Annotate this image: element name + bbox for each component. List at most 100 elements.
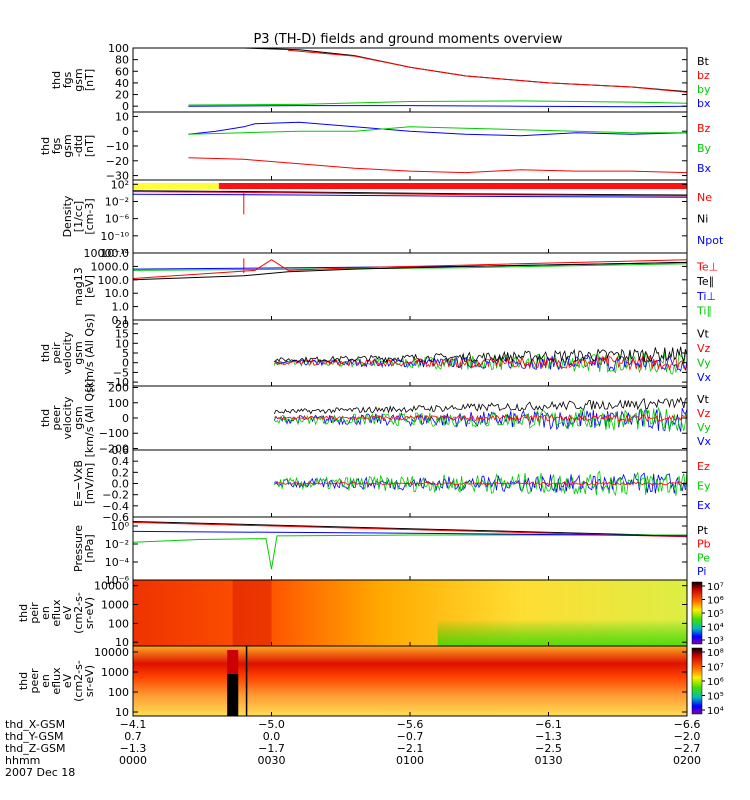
vy-series <box>274 406 687 432</box>
y-tick-label: 10⁻⁶ <box>105 574 130 587</box>
series-line <box>188 157 687 174</box>
y-axis-label: thd <box>17 672 30 690</box>
series-line <box>288 49 687 93</box>
y-axis-label: [mV/m] <box>83 463 96 504</box>
y-axis-label: thd <box>39 137 52 155</box>
panel-peer-velocity-plot-area <box>273 396 687 432</box>
y-axis-label: en <box>39 606 52 620</box>
y-axis-label: sr-eV) <box>83 597 96 629</box>
y-tick-label: 0.4 <box>112 455 130 468</box>
panel-e-field-plot-area <box>273 470 687 497</box>
x-tick-label: 0.0 <box>263 730 281 743</box>
y-tick-label: 1.0 <box>112 301 130 314</box>
series-line <box>133 521 687 538</box>
y-tick-label: −10 <box>106 140 129 153</box>
y-tick-label: 10000.0 <box>84 247 130 260</box>
density-quality-bar-good <box>133 183 219 189</box>
colorbar-label: 10³ <box>707 636 724 647</box>
y-axis-label: Pressure <box>72 525 85 572</box>
panel-peir-velocity-plot-area <box>273 346 687 375</box>
panel-frame <box>132 252 688 321</box>
legend-entry: Vz <box>697 407 711 420</box>
series-line <box>188 100 687 106</box>
y-tick-label: 10⁻¹⁴ <box>100 247 129 260</box>
series-line <box>188 105 687 108</box>
colorbar-label: 10⁴ <box>707 623 724 634</box>
panel-pressure-plot-area <box>133 521 687 570</box>
y-axis-label: gsm <box>72 341 85 364</box>
panel-frame <box>132 319 688 387</box>
y-axis-label: thd <box>39 344 52 362</box>
y-tick-label: −10 <box>106 376 129 389</box>
y-tick-label: 1000.0 <box>91 260 130 273</box>
x-tick-label: 0130 <box>535 754 563 767</box>
y-axis-label: eflux <box>50 667 63 695</box>
legend-entry: Vy <box>697 356 711 369</box>
legend-entry: Ti⊥ <box>696 290 716 303</box>
ez-series <box>274 481 687 486</box>
x-axis-row-label: 2007 Dec 18 <box>5 766 75 779</box>
x-tick-label: −1.3 <box>535 730 562 743</box>
x-tick-label: 0.7 <box>124 730 142 743</box>
y-tick-label: 100 <box>108 397 129 410</box>
y-tick-label: 40 <box>115 77 129 90</box>
y-tick-label: 10 <box>115 110 129 123</box>
y-tick-label: 100.0 <box>98 274 130 287</box>
legend-entry: Vx <box>697 371 712 384</box>
x-tick-label: 0030 <box>258 754 286 767</box>
x-tick-label: −2.1 <box>397 742 424 755</box>
legend-entry: Ni <box>697 213 708 226</box>
panel-fgs-gsm-plot-area <box>188 48 687 108</box>
series-line <box>133 191 687 197</box>
y-tick-label: 200 <box>108 382 129 395</box>
colorbar-label: 10⁴ <box>707 706 724 717</box>
legend-entry: Vt <box>697 393 710 406</box>
legend-entry: by <box>697 83 711 96</box>
peir-low-energy-band <box>437 580 687 646</box>
x-tick-label: 0000 <box>119 754 147 767</box>
panel-frame <box>132 47 688 113</box>
y-axis-label: mag13 <box>72 267 85 305</box>
y-axis-label: [km/s (All Qs)] <box>83 314 96 393</box>
y-axis-label: sr-eV) <box>83 665 96 697</box>
legend-entry: Bt <box>697 55 710 68</box>
series-line <box>133 534 687 570</box>
panel-fgs-gse-plot-area <box>188 121 687 174</box>
vy-series <box>273 351 687 375</box>
plot-title: P3 (TH-D) fields and ground moments over… <box>253 32 562 47</box>
legend-entry: By <box>697 142 712 155</box>
legend-entry: Te∥ <box>696 275 714 288</box>
x-tick-label: −6.6 <box>674 718 701 731</box>
y-axis-label: eflux <box>50 599 63 627</box>
series-line <box>133 259 687 279</box>
y-axis-label: thd <box>39 409 52 427</box>
series-line <box>188 126 687 135</box>
legend-entry: Pe <box>697 551 710 564</box>
x-tick-label: 0100 <box>396 754 424 767</box>
legend-entry: Vy <box>697 421 711 434</box>
density-quality-bar-flag <box>218 183 687 189</box>
colorbar-label: 10⁸ <box>707 648 724 659</box>
x-axis-row-label: thd_X-GSM <box>5 718 65 731</box>
series-line <box>133 193 687 198</box>
y-tick-label: 0.1 <box>112 314 130 327</box>
y-axis-label: [nPa] <box>83 534 96 562</box>
y-tick-label: −5 <box>113 366 129 379</box>
y-axis-label: gsm <box>61 134 74 157</box>
legend-entry: Pi <box>697 565 706 578</box>
y-tick-label: 0.6 <box>112 444 130 457</box>
panel-density-plot-area <box>133 183 687 215</box>
panel-peir-spec-plot-area <box>133 580 687 646</box>
y-tick-label: 20 <box>115 89 129 102</box>
y-axis-label: Density <box>61 195 74 237</box>
x-tick-label: 0200 <box>673 754 701 767</box>
y-axis-label: fgs <box>61 71 74 88</box>
y-tick-label: 10000 <box>94 646 129 659</box>
vz-series <box>274 355 687 372</box>
y-tick-label: 10000 <box>94 580 129 593</box>
series-line <box>133 530 687 537</box>
